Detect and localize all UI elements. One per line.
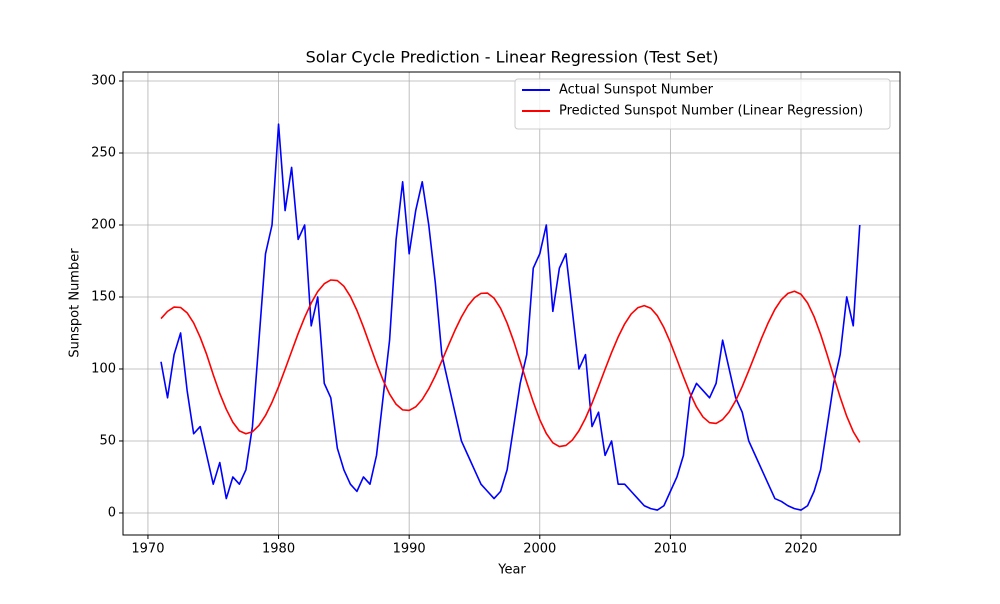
y-tick-label: 300 xyxy=(91,73,116,88)
x-tick-label: 2020 xyxy=(784,542,817,557)
x-tick-label: 2000 xyxy=(523,542,556,557)
legend: Actual Sunspot Number Predicted Sunspot N… xyxy=(514,78,891,130)
y-tick-label: 100 xyxy=(91,361,116,376)
legend-box xyxy=(514,78,891,130)
x-tick-label: 2010 xyxy=(654,542,687,557)
x-tick-label: 1970 xyxy=(131,542,164,557)
x-tick-label: 1990 xyxy=(393,542,426,557)
plot-frame xyxy=(122,71,901,536)
legend-label: Predicted Sunspot Number (Linear Regress… xyxy=(559,104,863,119)
y-axis-label: Sunspot Number xyxy=(68,248,83,358)
y-tick-label: 200 xyxy=(91,217,116,232)
x-tick-label: 1980 xyxy=(262,542,295,557)
y-tick-label: 250 xyxy=(91,145,116,160)
y-tick-label: 0 xyxy=(108,505,116,520)
legend-label: Actual Sunspot Number xyxy=(559,83,714,98)
chart-title: Solar Cycle Prediction - Linear Regressi… xyxy=(306,48,719,67)
data-line xyxy=(160,279,861,448)
y-tick-label: 50 xyxy=(99,433,116,448)
data-line xyxy=(160,123,861,511)
x-axis-label: Year xyxy=(497,563,526,578)
y-tick-label: 150 xyxy=(91,289,116,304)
